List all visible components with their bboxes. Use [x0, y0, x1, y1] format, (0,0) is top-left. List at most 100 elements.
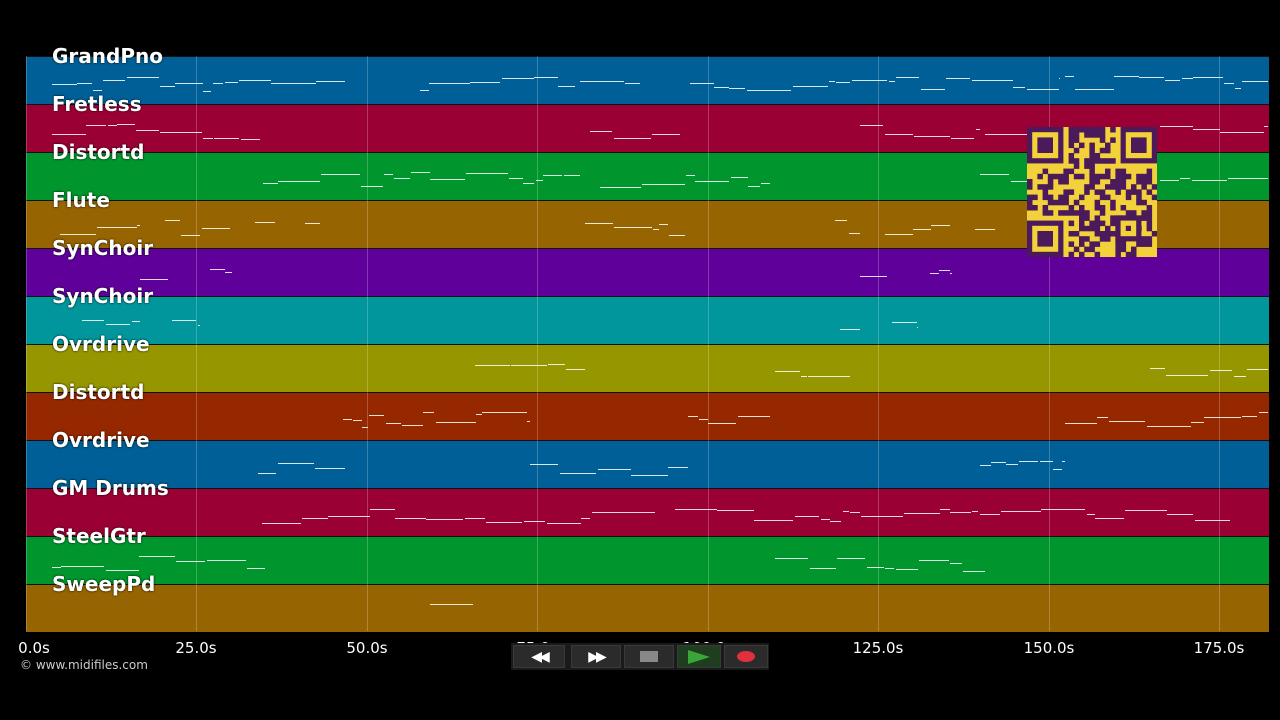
note	[235, 560, 246, 561]
note	[97, 227, 137, 228]
note	[1224, 83, 1234, 84]
note	[921, 89, 945, 90]
note	[675, 509, 717, 510]
note	[1166, 375, 1208, 376]
gridline	[196, 56, 197, 631]
note	[1125, 510, 1167, 511]
time-tick-label: 50.0s	[346, 639, 388, 657]
note	[1234, 376, 1246, 377]
track-lane	[26, 392, 1269, 440]
rewind-button[interactable]: ◀◀	[513, 645, 565, 668]
note	[1006, 464, 1018, 465]
note	[1059, 78, 1060, 79]
note	[1150, 368, 1165, 369]
note	[1204, 417, 1241, 418]
note	[93, 90, 102, 91]
note	[913, 229, 931, 230]
note	[1011, 181, 1030, 182]
record-button[interactable]	[724, 645, 768, 668]
note	[914, 136, 950, 137]
transport-controls: ◀◀ ▶▶	[511, 643, 769, 670]
note	[904, 513, 940, 514]
note	[931, 225, 950, 226]
note	[426, 519, 463, 520]
note	[652, 134, 680, 135]
note	[1210, 370, 1232, 371]
note	[1075, 89, 1114, 90]
gridline	[878, 56, 879, 631]
qr-code	[1027, 127, 1158, 258]
note	[394, 178, 410, 179]
note	[1065, 423, 1097, 424]
note	[1242, 81, 1268, 82]
note	[795, 516, 819, 517]
note	[738, 416, 770, 417]
track-label: GM Drums	[52, 476, 169, 500]
fast-forward-button[interactable]: ▶▶	[571, 645, 621, 668]
note	[939, 270, 950, 271]
note	[523, 183, 534, 184]
note	[534, 77, 558, 78]
note	[1193, 77, 1223, 78]
note	[963, 571, 985, 572]
note	[930, 273, 939, 274]
note	[316, 81, 343, 82]
note	[509, 178, 523, 179]
note	[137, 225, 140, 226]
note	[564, 175, 580, 176]
note	[1247, 369, 1268, 370]
stop-icon	[640, 651, 658, 662]
note	[176, 561, 205, 562]
note	[631, 475, 668, 476]
note	[213, 83, 223, 84]
note	[160, 132, 202, 133]
note	[86, 125, 106, 126]
track-label: GrandPno	[52, 44, 163, 68]
note	[1114, 76, 1139, 77]
note	[239, 80, 271, 81]
rewind-icon: ◀◀	[531, 648, 549, 665]
track-label: SweepPd	[52, 572, 156, 596]
note	[343, 419, 352, 420]
note	[975, 229, 995, 230]
note	[430, 604, 473, 605]
play-button[interactable]	[677, 645, 721, 668]
note	[946, 78, 970, 79]
note	[547, 523, 581, 524]
note	[263, 183, 278, 184]
time-tick-label: 25.0s	[175, 639, 217, 657]
note	[761, 183, 770, 184]
note	[384, 174, 393, 175]
note	[353, 420, 362, 421]
note	[465, 518, 485, 519]
note	[714, 87, 729, 88]
note	[980, 465, 991, 466]
note	[581, 518, 590, 519]
note	[808, 376, 842, 377]
note	[315, 468, 345, 469]
note	[198, 325, 200, 326]
note	[225, 272, 232, 273]
track-lane	[26, 584, 1269, 632]
note	[420, 90, 429, 91]
note	[321, 174, 360, 175]
note	[686, 175, 695, 176]
note	[106, 570, 139, 571]
note	[328, 516, 370, 517]
track-lane	[26, 344, 1269, 392]
note	[103, 80, 125, 81]
note	[951, 138, 974, 139]
note	[775, 371, 800, 372]
note	[511, 365, 547, 366]
note	[1147, 426, 1191, 427]
note	[637, 512, 655, 513]
note	[530, 464, 558, 465]
note	[950, 512, 971, 513]
note	[543, 175, 562, 176]
stop-button[interactable]	[624, 645, 674, 668]
note	[991, 462, 1006, 463]
note	[1193, 129, 1220, 130]
note	[717, 510, 754, 511]
note	[580, 81, 624, 82]
note	[642, 184, 685, 185]
